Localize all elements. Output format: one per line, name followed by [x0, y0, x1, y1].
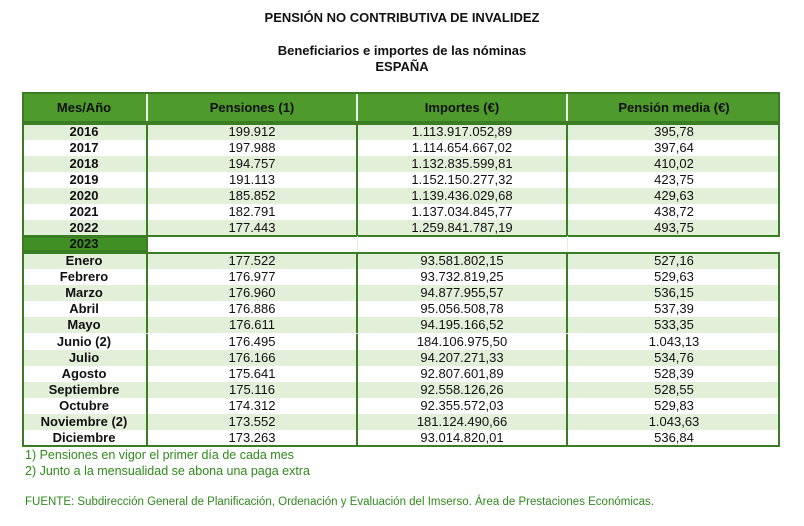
section-cell: [568, 236, 780, 252]
table-cell: 410,02: [568, 156, 780, 172]
row-label: Junio (2): [22, 333, 148, 350]
table-cell: 93.014.820,01: [358, 430, 568, 447]
table-cell: 1.043,63: [568, 414, 780, 431]
table-cell: 95.056.508,78: [358, 301, 568, 318]
row-label: 2022: [22, 220, 148, 236]
header-cell: Pensión media (€): [568, 92, 780, 123]
table-cell: 92.355.572,03: [358, 397, 568, 414]
row-label: 2019: [22, 172, 148, 188]
footnote: 1) Pensiones en vigor el primer día de c…: [25, 448, 294, 462]
table-cell: 177.443: [148, 220, 358, 236]
table-cell: 1.139.436.029,68: [358, 188, 568, 204]
row-label: 2021: [22, 204, 148, 220]
section-cell: [148, 236, 358, 252]
month-group-border: [22, 252, 780, 448]
table-cell: 1.113.917.052,89: [358, 124, 568, 140]
table-cell: 528,55: [568, 381, 780, 398]
row-label: Enero: [22, 253, 148, 270]
table-cell: 1.114.654.667,02: [358, 140, 568, 156]
section-label: 2023: [22, 236, 148, 252]
table-cell: 429,63: [568, 188, 780, 204]
row-label: Marzo: [22, 285, 148, 302]
table-cell: 528,39: [568, 365, 780, 382]
table-cell: 174.312: [148, 397, 358, 414]
table-cell: 533,35: [568, 317, 780, 334]
row-label: 2020: [22, 188, 148, 204]
row-label: Octubre: [22, 397, 148, 414]
row-label: Mayo: [22, 317, 148, 334]
table-cell: 1.132.835.599,81: [358, 156, 568, 172]
table-cell: 537,39: [568, 301, 780, 318]
table-cell: 176.611: [148, 317, 358, 334]
table-cell: 397,64: [568, 140, 780, 156]
table-cell: 94.195.166,52: [358, 317, 568, 334]
header-cell: Pensiones (1): [148, 92, 358, 123]
title: PENSIÓN NO CONTRIBUTIVA DE INVALIDEZ: [264, 10, 540, 25]
header-border: [22, 92, 780, 123]
header-cell: Mes/Año: [22, 92, 148, 123]
region: ESPAÑA: [375, 59, 429, 74]
table-cell: 529,63: [568, 269, 780, 286]
footnote: 2) Junto a la mensualidad se abona una p…: [25, 464, 310, 478]
row-label: Febrero: [22, 269, 148, 286]
table-cell: 176.960: [148, 285, 358, 302]
table-cell: 199.912: [148, 124, 358, 140]
table-cell: 176.886: [148, 301, 358, 318]
section-cell: [358, 236, 568, 252]
table-cell: 395,78: [568, 124, 780, 140]
section-border: [22, 236, 148, 252]
table-cell: 191.113: [148, 172, 358, 188]
row-label: Diciembre: [22, 430, 148, 447]
row-label: Septiembre: [22, 381, 148, 398]
row-label: 2018: [22, 156, 148, 172]
table-cell: 1.259.841.787,19: [358, 220, 568, 236]
table-cell: 94.207.271,33: [358, 349, 568, 366]
row-label: Julio: [22, 349, 148, 366]
table-cell: 94.877.955,57: [358, 285, 568, 302]
table-cell: 181.124.490,66: [358, 414, 568, 431]
table-cell: 92.807.601,89: [358, 365, 568, 382]
table-cell: 493,75: [568, 220, 780, 236]
table-cell: 527,16: [568, 253, 780, 270]
source: FUENTE: Subdirección General de Planific…: [25, 496, 654, 508]
table-cell: 175.641: [148, 365, 358, 382]
table-cell: 173.552: [148, 414, 358, 431]
table-cell: 93.581.802,15: [358, 253, 568, 270]
row-label: Noviembre (2): [22, 414, 148, 431]
table-cell: 197.988: [148, 140, 358, 156]
header-cell: Importes (€): [358, 92, 568, 123]
table-cell: 438,72: [568, 204, 780, 220]
table-cell: 1.137.034.845,77: [358, 204, 568, 220]
table-cell: 1.152.150.277,32: [358, 172, 568, 188]
year-group-border: [22, 123, 780, 237]
row-label: Agosto: [22, 365, 148, 382]
table-cell: 92.558.126,26: [358, 381, 568, 398]
table-cell: 184.106.975,50: [358, 333, 568, 350]
table-cell: 536,15: [568, 285, 780, 302]
table-cell: 423,75: [568, 172, 780, 188]
subtitle: Beneficiarios e importes de las nóminas: [277, 43, 527, 58]
table-cell: 176.977: [148, 269, 358, 286]
table-cell: 177.522: [148, 253, 358, 270]
table-cell: 194.757: [148, 156, 358, 172]
table-cell: 176.495: [148, 333, 358, 350]
table-cell: 176.166: [148, 349, 358, 366]
table-cell: 182.791: [148, 204, 358, 220]
row-label: 2016: [22, 124, 148, 140]
row-label: Abril: [22, 301, 148, 318]
table-cell: 185.852: [148, 188, 358, 204]
table-cell: 534,76: [568, 349, 780, 366]
table-cell: 1.043,13: [568, 333, 780, 350]
table-cell: 93.732.819,25: [358, 269, 568, 286]
table-cell: 175.116: [148, 381, 358, 398]
row-label: 2017: [22, 140, 148, 156]
table-cell: 173.263: [148, 430, 358, 447]
table-cell: 536,84: [568, 430, 780, 447]
table-cell: 529,83: [568, 397, 780, 414]
